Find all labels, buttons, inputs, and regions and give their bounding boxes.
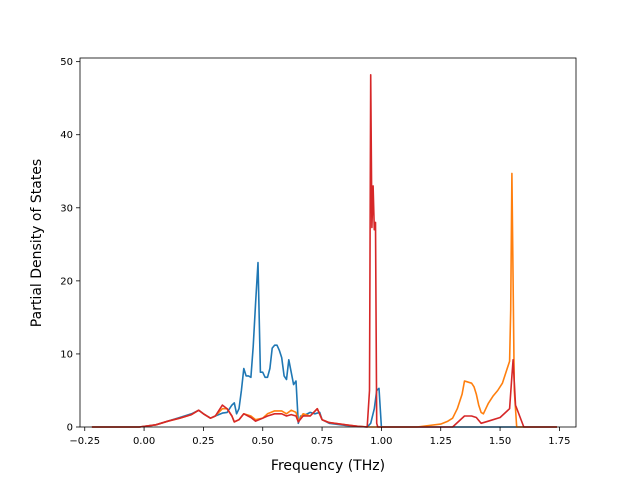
x-tick-label: 0.25 (192, 436, 214, 447)
x-tick-label: 0.75 (311, 436, 333, 447)
series-line-2 (91, 172, 557, 428)
axes-frame (79, 57, 577, 428)
x-tick-label: 0.50 (252, 436, 274, 447)
series-line-1 (91, 261, 557, 428)
y-tick-label: 10 (60, 349, 73, 360)
x-tick-label: 1.75 (548, 436, 570, 447)
y-axis-ticks: 0 10 20 30 40 50 (60, 57, 80, 434)
y-tick-label: 30 (60, 203, 73, 214)
x-tick-label: −0.25 (69, 436, 100, 447)
x-tick-label: 1.00 (370, 436, 392, 447)
x-tick-label: 1.25 (430, 436, 452, 447)
x-axis-ticks: −0.25 0.00 0.25 0.50 0.75 1.00 1.25 1.50 1.75 (69, 427, 571, 447)
x-axis-label: Frequency (THz) (271, 458, 385, 474)
x-tick-label: 1.50 (489, 436, 511, 447)
series-line-3 (91, 74, 557, 428)
y-tick-label: 0 (67, 423, 73, 434)
y-tick-label: 20 (60, 276, 73, 287)
y-tick-label: 50 (60, 57, 73, 68)
y-axis-label: Partial Density of States (29, 159, 45, 327)
y-tick-label: 40 (60, 130, 73, 141)
series-layer (91, 74, 557, 428)
x-tick-label: 0.00 (133, 436, 155, 447)
